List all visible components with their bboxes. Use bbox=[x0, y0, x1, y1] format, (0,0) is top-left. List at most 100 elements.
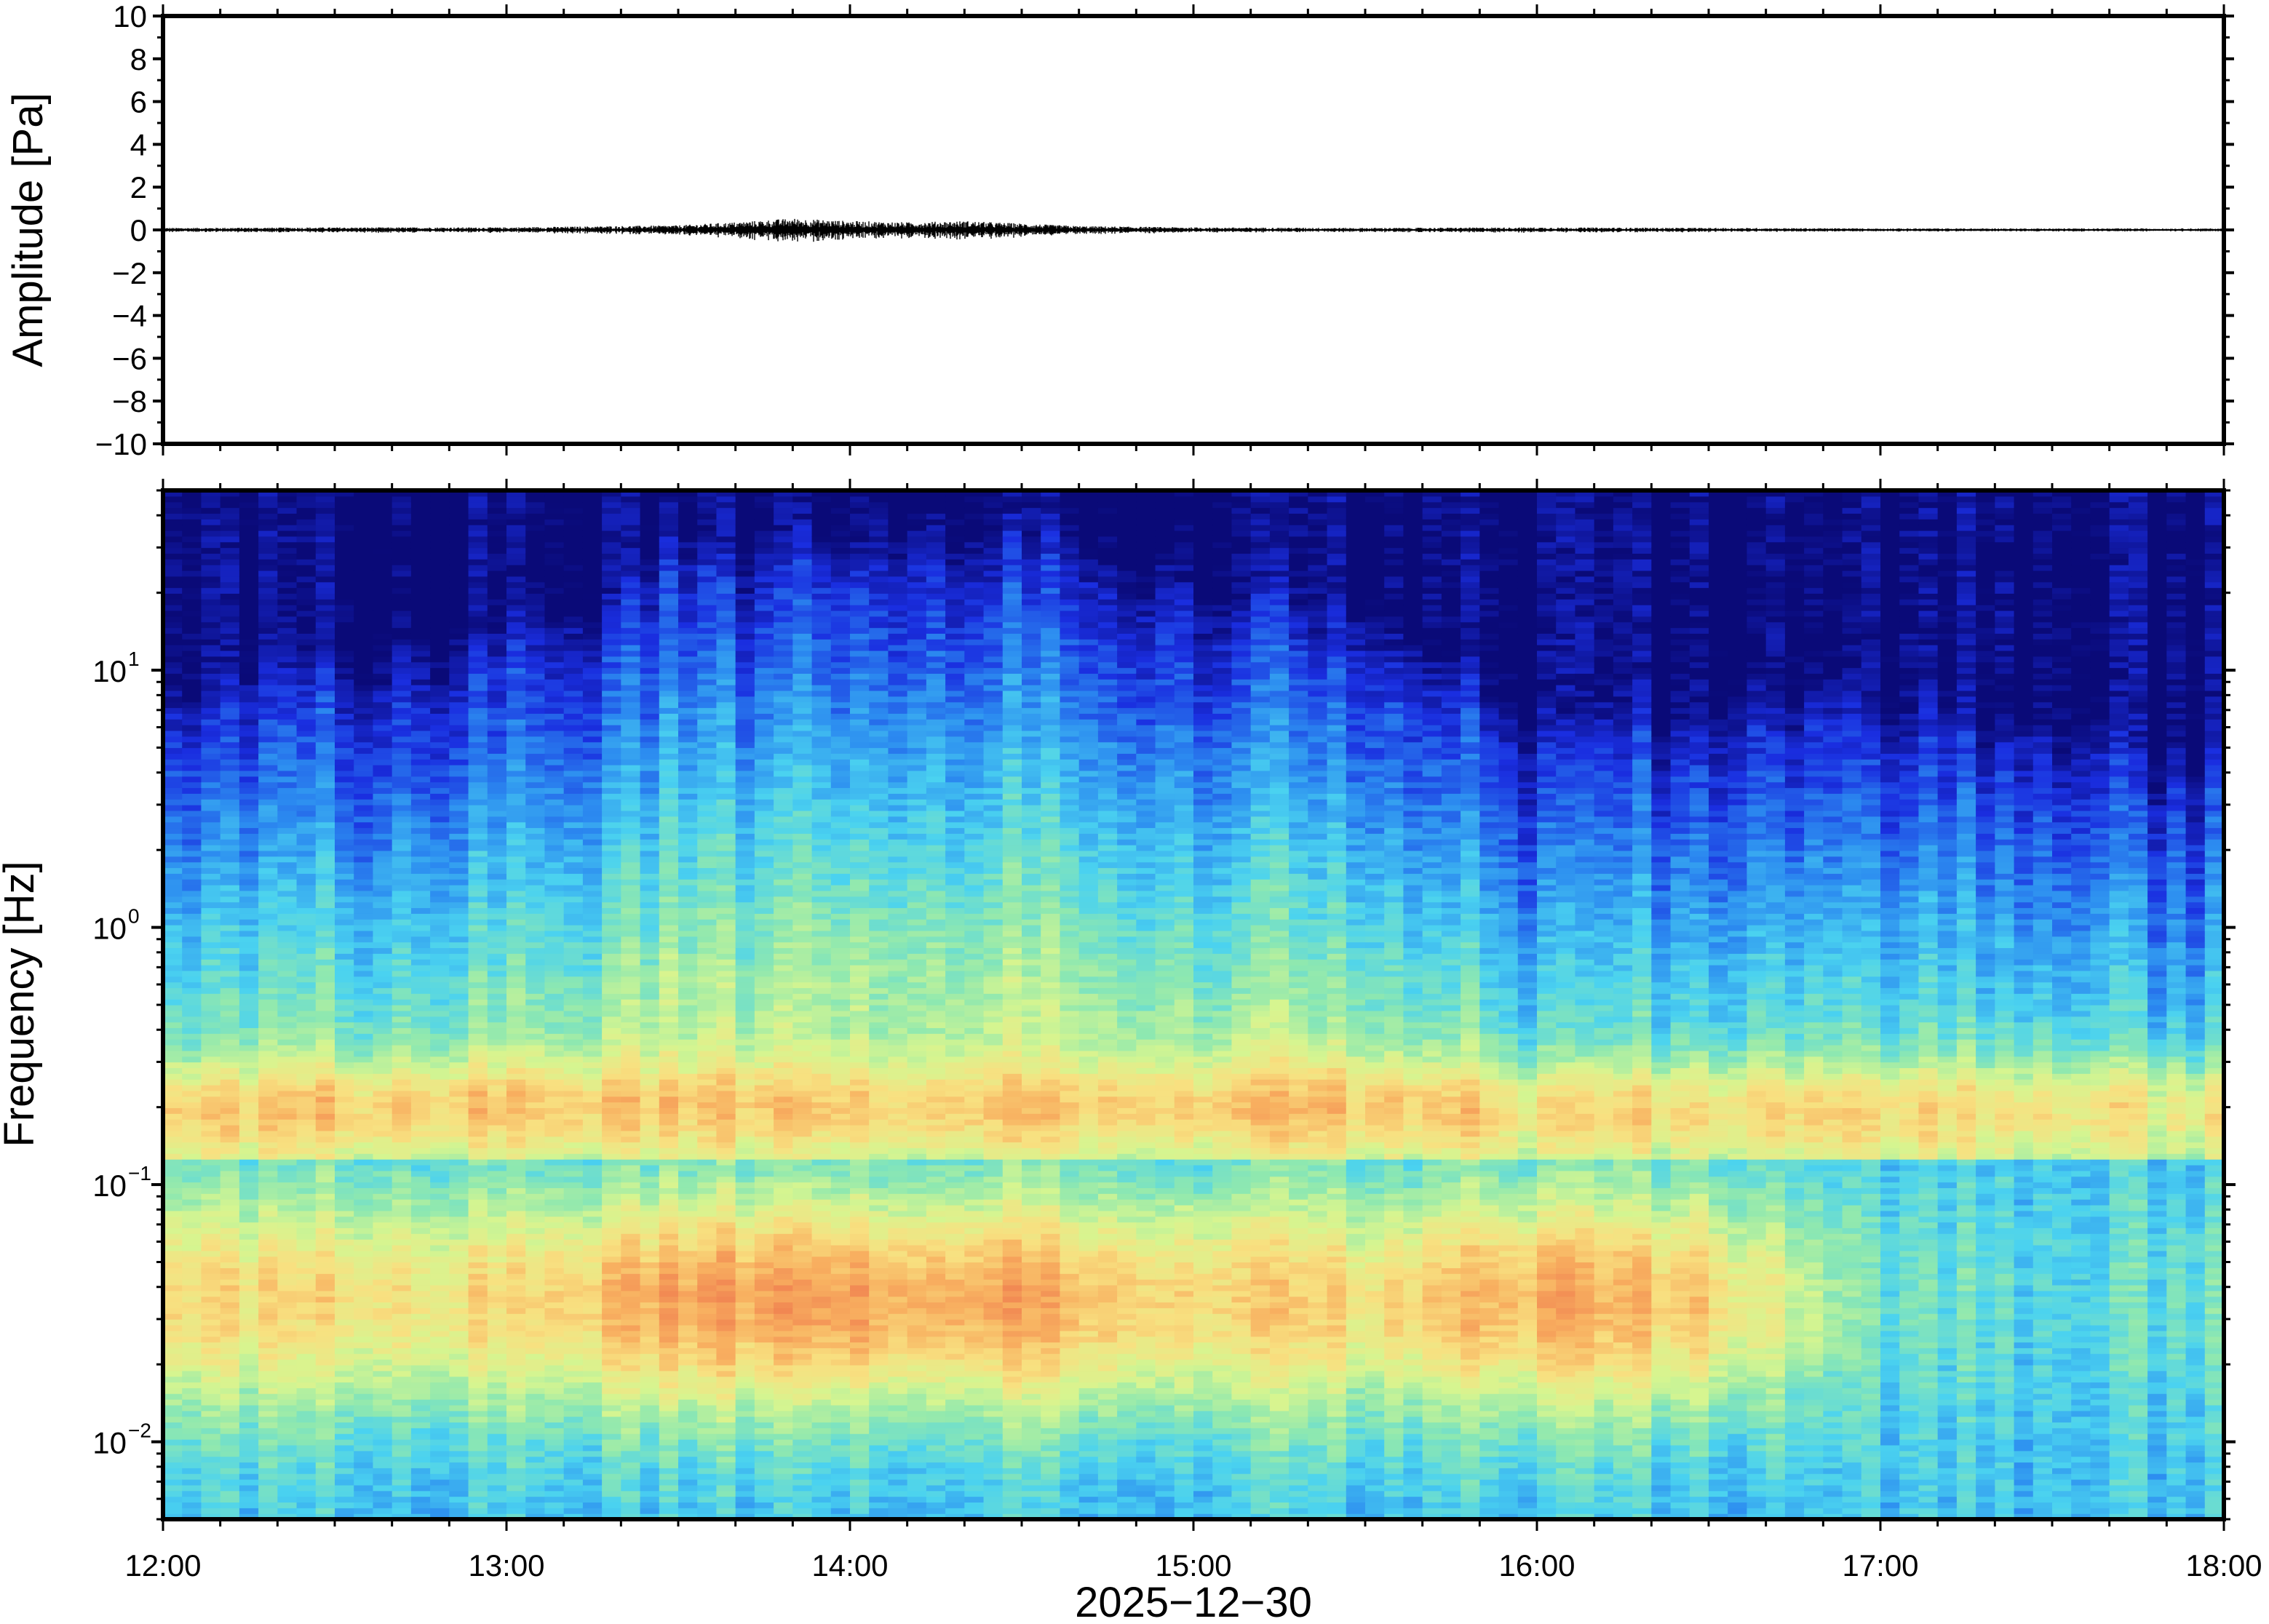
spectrogram-cell bbox=[659, 690, 679, 696]
spectrogram-cell bbox=[449, 913, 469, 919]
spectrogram-cell bbox=[525, 1239, 545, 1245]
spectrogram-cell bbox=[297, 1045, 317, 1051]
spectrogram-cell bbox=[525, 622, 545, 628]
spectrogram-cell bbox=[239, 1227, 259, 1233]
spectrogram-cell bbox=[258, 1307, 278, 1313]
spectrogram-cell bbox=[506, 1462, 526, 1468]
spectrogram-cell bbox=[258, 702, 278, 708]
spectrogram-cell bbox=[430, 1119, 450, 1125]
spectrogram-cell bbox=[182, 759, 202, 765]
spectrogram-cell bbox=[182, 856, 202, 862]
spectrogram-cell bbox=[316, 1051, 335, 1056]
spectrogram-cell bbox=[411, 987, 431, 993]
spectrogram-cell bbox=[640, 753, 660, 759]
spectrogram-cell bbox=[182, 748, 202, 754]
spectrogram-cell bbox=[182, 919, 202, 925]
spectrogram-cell bbox=[411, 947, 431, 953]
spectrogram-cell bbox=[201, 513, 220, 519]
spectrogram-cell bbox=[258, 679, 278, 685]
spectrogram-cell bbox=[163, 650, 183, 656]
spectrogram-cell bbox=[469, 993, 488, 999]
spectrogram-cell bbox=[163, 1085, 183, 1091]
spectrogram-cell bbox=[182, 496, 202, 502]
spectrogram-cell bbox=[220, 799, 240, 805]
spectrogram-cell bbox=[239, 1325, 259, 1331]
spectrogram-cell bbox=[621, 1073, 640, 1079]
spectrogram-cell bbox=[469, 1119, 488, 1125]
spectrogram-cell bbox=[239, 896, 259, 902]
spectrogram-cell bbox=[544, 1137, 564, 1142]
spectrogram-cell bbox=[373, 628, 392, 634]
spectrogram-cell bbox=[316, 1142, 335, 1148]
spectrogram-cell bbox=[659, 793, 679, 799]
spectrogram-cell bbox=[544, 1297, 564, 1302]
spectrogram-cell bbox=[621, 1462, 640, 1468]
spectrogram-cell bbox=[659, 1502, 679, 1508]
spectrogram-cell bbox=[277, 622, 297, 628]
spectrogram-cell bbox=[373, 1353, 392, 1359]
spectrogram-cell bbox=[621, 1497, 640, 1502]
spectrogram-cell bbox=[525, 633, 545, 639]
spectrogram-cell bbox=[277, 628, 297, 634]
spectrogram-cell bbox=[621, 599, 640, 605]
spectrogram-cell bbox=[506, 570, 526, 576]
spectrogram-cell bbox=[316, 1445, 335, 1451]
spectrogram-cell bbox=[659, 1062, 679, 1068]
spectrogram-cell bbox=[469, 931, 488, 936]
spectrogram-cell bbox=[201, 1428, 220, 1433]
spectrogram-cell bbox=[506, 993, 526, 999]
spectrogram-cell bbox=[182, 799, 202, 805]
spectrogram-cell bbox=[297, 1377, 317, 1382]
spectrogram-cell bbox=[544, 519, 564, 525]
spectrogram-cell bbox=[640, 902, 660, 908]
spectrogram-cell bbox=[544, 879, 564, 885]
spectrogram-cell bbox=[201, 696, 220, 702]
spectrogram-cell bbox=[583, 1457, 603, 1462]
spectrogram-cell bbox=[258, 1147, 278, 1153]
spectrogram-cell bbox=[163, 827, 183, 833]
spectrogram-cell bbox=[449, 1131, 469, 1137]
spectrogram-cell bbox=[488, 1497, 507, 1502]
spectrogram-cell bbox=[525, 1056, 545, 1062]
spectrogram-cell bbox=[659, 1307, 679, 1313]
spectrogram-cell bbox=[182, 1251, 202, 1257]
spectrogram-cell bbox=[335, 696, 354, 702]
spectrogram-cell bbox=[488, 1342, 507, 1348]
spectrogram-cell bbox=[449, 776, 469, 782]
spectrogram-cell bbox=[430, 1091, 450, 1096]
spectrogram-cell bbox=[564, 1457, 584, 1462]
spectrogram-cell bbox=[201, 559, 220, 565]
spectrogram-cell bbox=[392, 782, 412, 788]
spectrogram-cell bbox=[525, 685, 545, 690]
spectrogram-cell bbox=[392, 1279, 412, 1285]
spectrogram-cell bbox=[544, 496, 564, 502]
spectrogram-cell bbox=[373, 576, 392, 582]
spectrogram-cell bbox=[469, 1245, 488, 1251]
spectrogram-cell bbox=[373, 1393, 392, 1399]
spectrogram-cell bbox=[335, 1417, 354, 1422]
spectrogram-cell bbox=[239, 885, 259, 891]
spectrogram-cell bbox=[659, 765, 679, 771]
spectrogram-cell bbox=[297, 1222, 317, 1228]
spectrogram-cell bbox=[506, 1011, 526, 1016]
spectrogram-cell bbox=[621, 713, 640, 719]
spectrogram-cell bbox=[392, 1153, 412, 1159]
spectrogram-cell bbox=[163, 1171, 183, 1177]
spectrogram-cell bbox=[392, 1022, 412, 1028]
spectrogram-cell bbox=[621, 605, 640, 610]
spectrogram-cell bbox=[277, 1131, 297, 1137]
spectrogram-cell bbox=[525, 1159, 545, 1165]
spectrogram-cell bbox=[411, 1285, 431, 1291]
spectrogram-cell bbox=[277, 987, 297, 993]
spectrogram-cell bbox=[277, 953, 297, 959]
spectrogram-cell bbox=[373, 1119, 392, 1125]
spectrogram-cell bbox=[201, 1473, 220, 1479]
spectrogram-cell bbox=[621, 690, 640, 696]
spectrogram-cell bbox=[239, 1291, 259, 1297]
spectrogram-cell bbox=[449, 639, 469, 645]
spectrogram-cell bbox=[506, 793, 526, 799]
spectrogram-cell bbox=[488, 982, 507, 988]
spectrogram-cell bbox=[583, 1479, 603, 1485]
spectrogram-cell bbox=[277, 1239, 297, 1245]
spectrogram-cell bbox=[640, 548, 660, 554]
